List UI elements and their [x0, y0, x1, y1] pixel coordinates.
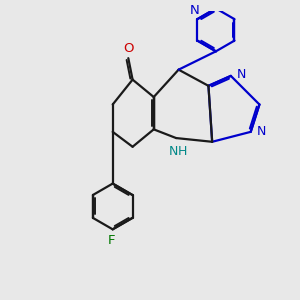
Text: F: F [107, 235, 115, 248]
Text: N: N [190, 4, 200, 17]
Text: H: H [178, 145, 187, 158]
Text: N: N [237, 68, 247, 81]
Text: O: O [123, 42, 134, 55]
Text: N: N [169, 145, 178, 158]
Text: N: N [257, 125, 266, 138]
